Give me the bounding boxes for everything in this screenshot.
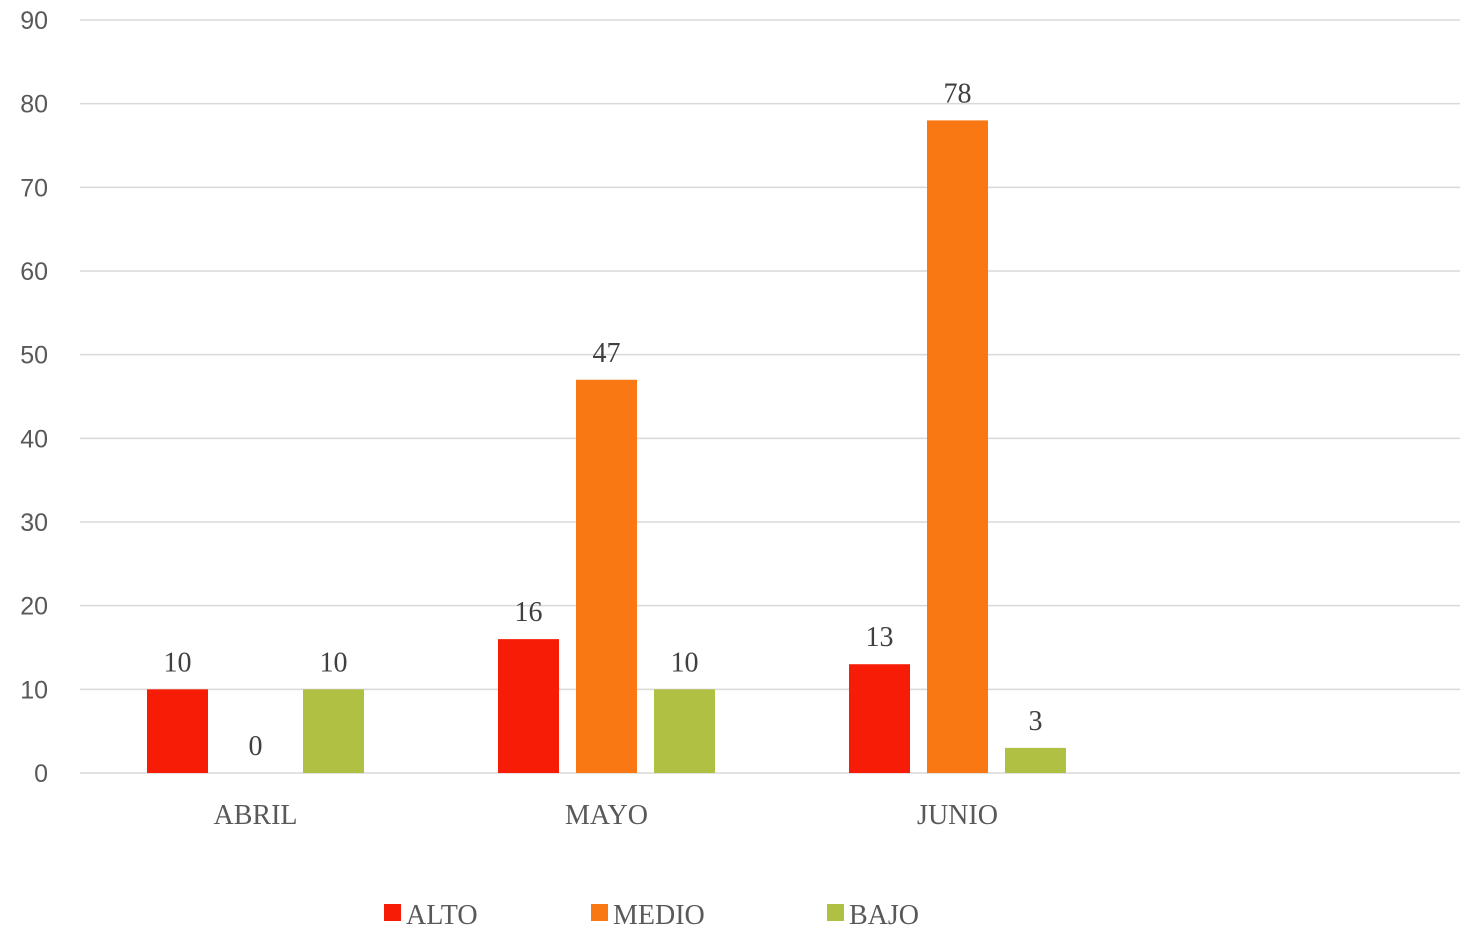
- y-tick-label: 90: [20, 7, 48, 35]
- legend-label: ALTO: [406, 900, 478, 931]
- legend: ALTO MEDIO BAJO: [384, 900, 919, 931]
- data-label: 78: [944, 78, 972, 109]
- bar-medio-mayo: [576, 379, 637, 773]
- gridlines: [80, 19, 1460, 774]
- data-label: 16: [515, 597, 543, 628]
- y-tick-label: 80: [20, 91, 48, 119]
- y-tick-label: 10: [20, 676, 48, 704]
- legend-swatch: [591, 904, 608, 921]
- bar-alto-abril: [147, 689, 208, 773]
- y-tick-label: 40: [20, 425, 48, 453]
- data-label: 47: [593, 338, 621, 369]
- bar-bajo-mayo: [654, 689, 715, 773]
- data-label: 10: [320, 647, 348, 678]
- x-axis-ticks: ABRIL MAYO JUNIO: [214, 800, 998, 831]
- data-label: 0: [249, 731, 263, 762]
- data-label: 3: [1029, 706, 1043, 737]
- bar-alto-junio: [849, 664, 910, 773]
- x-tick-label: JUNIO: [917, 800, 998, 831]
- legend-item-bajo: BAJO: [827, 900, 919, 931]
- legend-swatch: [384, 904, 401, 921]
- data-labels: 10 0 10 16 47 10 13 78 3: [164, 78, 1043, 762]
- data-label: 10: [671, 647, 699, 678]
- bar-bajo-junio: [1005, 747, 1066, 773]
- legend-swatch: [827, 904, 844, 921]
- legend-label: BAJO: [849, 900, 919, 931]
- bar-alto-mayo: [498, 639, 559, 773]
- legend-label: MEDIO: [613, 900, 705, 931]
- legend-item-medio: MEDIO: [591, 900, 705, 931]
- y-tick-label: 20: [20, 593, 48, 621]
- y-tick-label: 0: [34, 760, 48, 788]
- x-tick-label: MAYO: [565, 800, 648, 831]
- y-tick-label: 60: [20, 258, 48, 286]
- x-tick-label: ABRIL: [214, 800, 298, 831]
- data-label: 13: [866, 622, 894, 653]
- bar-medio-junio: [927, 120, 988, 773]
- bars: [147, 120, 1066, 773]
- legend-item-alto: ALTO: [384, 900, 478, 931]
- data-label: 10: [164, 647, 192, 678]
- y-axis-ticks: 0 10 20 30 40 50 60 70 80 90: [20, 7, 48, 788]
- bar-bajo-abril: [303, 689, 364, 773]
- y-tick-label: 30: [20, 509, 48, 537]
- y-tick-label: 70: [20, 174, 48, 202]
- y-tick-label: 50: [20, 342, 48, 370]
